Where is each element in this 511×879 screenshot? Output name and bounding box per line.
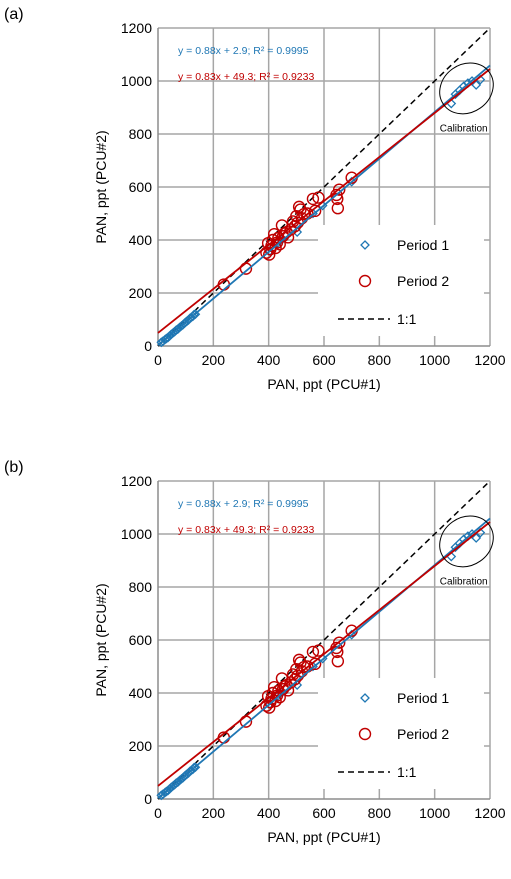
fit-line-period-2 <box>157 68 491 334</box>
equation-period-1: y = 0.88x + 2.9; R² = 0.9995 <box>178 498 309 510</box>
y-axis-label: PAN, ppt (PCU#2) <box>93 583 109 696</box>
legend-label-one-to-one: 1:1 <box>397 764 417 780</box>
data-point-period-2 <box>306 645 320 659</box>
data-point-period-2 <box>263 248 276 261</box>
y-tick-label: 600 <box>129 179 153 195</box>
y-tick-label: 800 <box>129 579 153 595</box>
x-tick-label: 1000 <box>419 352 450 368</box>
data-point-period-2 <box>273 238 286 251</box>
x-tick-label: 1200 <box>474 805 505 821</box>
calibration-label: Calibration <box>440 123 488 134</box>
scatter-chart-svg: 0 200 400 600 800 1000 1200 0 200 400 600 800 1000 12… <box>93 473 506 845</box>
equation-period-2: y = 0.83x + 49.3; R² = 0.9233 <box>178 71 314 83</box>
data-point-period-2 <box>333 636 346 649</box>
equation-period-2: y = 0.83x + 49.3; R² = 0.9233 <box>178 524 314 536</box>
x-tick-label: 200 <box>202 805 226 821</box>
legend-label-period-2: Period 2 <box>397 273 449 289</box>
panel-label: (b) <box>4 459 24 476</box>
data-point-period-2 <box>308 204 322 218</box>
data-point-period-2 <box>331 201 345 215</box>
legend-marker-period-1 <box>360 240 370 250</box>
y-tick-label: 200 <box>129 738 153 754</box>
data-point-period-1 <box>190 309 201 320</box>
data-point-period-2 <box>308 657 322 671</box>
x-tick-label: 600 <box>312 805 336 821</box>
y-axis-label: PAN, ppt (PCU#2) <box>93 130 109 243</box>
data-point-period-2 <box>281 684 295 697</box>
y-tick-label: 800 <box>129 126 153 142</box>
x-tick-label: 800 <box>368 352 392 368</box>
data-point-period-2 <box>333 183 346 196</box>
y-tick-label: 0 <box>144 791 152 807</box>
y-tick-label: 1200 <box>121 473 152 489</box>
data-point-period-2 <box>306 192 320 206</box>
x-tick-label: 1200 <box>474 352 505 368</box>
scatter-chart-svg: 0 200 400 600 800 1000 1200 0 200 400 600 800 1000 12… <box>93 20 506 392</box>
y-tick-label: 1000 <box>121 526 152 542</box>
legend-label-period-2: Period 2 <box>397 726 449 742</box>
x-axis-label: PAN, ppt (PCU#1) <box>267 376 380 392</box>
y-tick-label: 400 <box>129 685 153 701</box>
data-point-period-2 <box>273 691 286 704</box>
legend-marker-period-2 <box>358 727 372 741</box>
data-point-period-2 <box>263 701 276 714</box>
legend-label-period-1: Period 1 <box>397 237 449 253</box>
data-point-period-1 <box>471 533 482 543</box>
x-tick-label: 800 <box>368 805 392 821</box>
x-tick-label: 600 <box>312 352 336 368</box>
x-tick-label: 0 <box>154 352 162 368</box>
y-tick-label: 600 <box>129 632 153 648</box>
data-point-period-2 <box>312 644 325 657</box>
data-point-period-2 <box>281 231 295 244</box>
one-to-one-line <box>157 480 491 800</box>
x-tick-label: 400 <box>257 805 281 821</box>
y-tick-label: 0 <box>144 338 152 354</box>
calibration-ellipse <box>439 62 494 115</box>
legend-marker-period-2 <box>358 274 372 288</box>
data-point-period-1 <box>471 80 482 90</box>
chart-panel-b: (b) 0 200 400 600 800 1000 1200 0 200 400 600 800 10… <box>0 453 511 879</box>
legend-label-period-1: Period 1 <box>397 690 449 706</box>
calibration-ellipse <box>439 515 494 568</box>
panel-label: (a) <box>4 6 24 23</box>
legend-label-one-to-one: 1:1 <box>397 311 417 327</box>
chart-panel-a: (a) 0 200 400 600 800 1000 1200 0 200 400 600 800 10… <box>0 0 511 426</box>
calibration-label: Calibration <box>440 576 488 587</box>
data-point-period-2 <box>312 191 325 204</box>
y-tick-label: 1200 <box>121 20 152 36</box>
x-axis-label: PAN, ppt (PCU#1) <box>267 829 380 845</box>
legend-box <box>318 678 484 789</box>
x-tick-label: 400 <box>257 352 281 368</box>
fit-line-period-2 <box>157 521 491 787</box>
one-to-one-line <box>157 27 491 347</box>
x-tick-label: 1000 <box>419 805 450 821</box>
y-tick-label: 1000 <box>121 73 152 89</box>
x-tick-label: 0 <box>154 805 162 821</box>
y-tick-label: 200 <box>129 285 153 301</box>
equation-period-1: y = 0.88x + 2.9; R² = 0.9995 <box>178 45 309 57</box>
data-point-period-1 <box>190 762 201 773</box>
legend-box <box>318 225 484 336</box>
legend-marker-period-1 <box>360 693 370 703</box>
data-point-period-2 <box>331 654 345 668</box>
y-tick-label: 400 <box>129 232 153 248</box>
x-tick-label: 200 <box>202 352 226 368</box>
